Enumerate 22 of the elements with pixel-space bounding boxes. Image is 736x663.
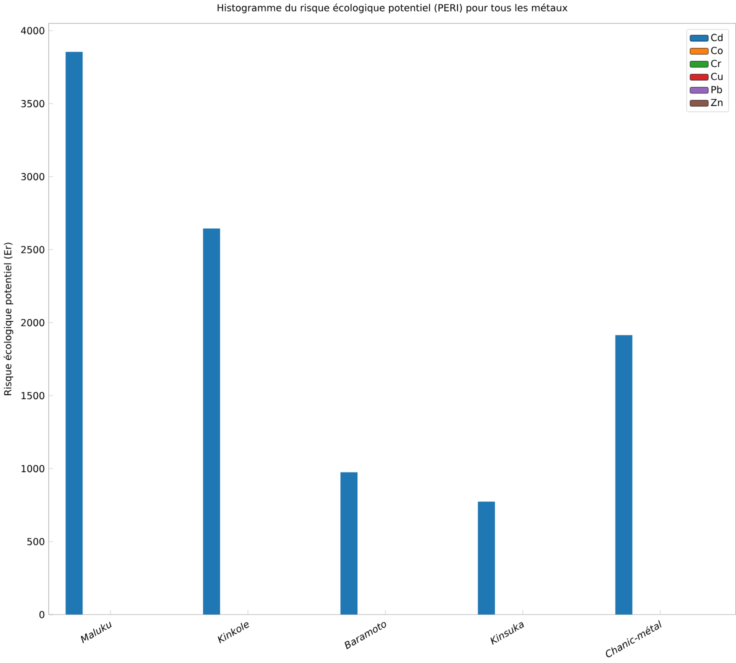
- legend-label: Zn: [711, 98, 722, 106]
- y-tick-label: 2000: [21, 318, 44, 326]
- y-tick-label: 2500: [21, 246, 44, 254]
- legend-label: Cr: [711, 60, 722, 68]
- y-tick-label: 3500: [21, 100, 44, 108]
- legend-label: Co: [711, 46, 723, 54]
- y-tick-label: 1000: [22, 464, 44, 472]
- y-tick-label: 1500: [22, 392, 44, 400]
- y-tick-label: 0: [39, 610, 44, 618]
- legend-label: Cd: [711, 34, 723, 42]
- bar: [203, 228, 220, 615]
- bar: [478, 502, 495, 615]
- bar: [340, 472, 358, 615]
- y-tick-label: 4000: [20, 26, 44, 34]
- legend-label: Pb: [712, 86, 722, 94]
- bar: [615, 335, 632, 615]
- y-axis-title: Risque écologique potentiel (Er): [4, 242, 14, 395]
- bar: [66, 52, 83, 615]
- y-tick-label: 3000: [21, 172, 44, 180]
- chart-title: Histogramme du risque écologique potentiel (PERI) pour tous les métaux: [218, 3, 568, 14]
- legend-label: Cu: [711, 72, 723, 80]
- y-tick-label: 500: [27, 538, 44, 546]
